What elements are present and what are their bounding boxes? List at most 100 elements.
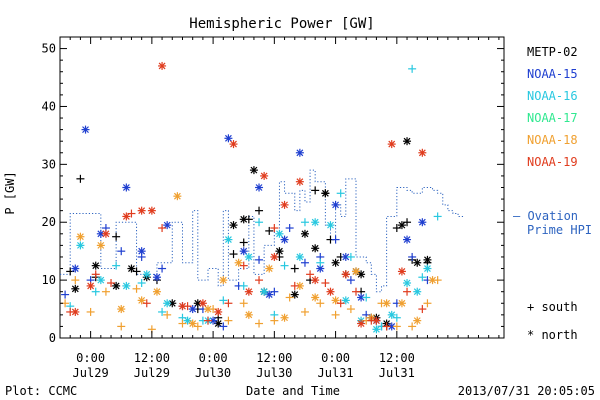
north-point [234,258,243,267]
north-point [265,264,274,273]
south-point [336,189,345,198]
south-point [418,305,427,314]
y-tick-label: 40 [42,99,56,113]
north-point [163,299,172,308]
north-point [331,296,340,305]
north-point [96,241,105,250]
x-tick-label: 0:00 [199,351,228,365]
north-point [224,235,233,244]
south-point [265,226,274,235]
footer-credit: Plot: CCMC [5,384,77,398]
north-point [239,247,248,256]
south-point [346,305,355,314]
south-point [255,276,264,285]
south-point [86,307,95,316]
north-point [142,270,151,279]
south-point [158,264,167,273]
north-point [397,221,406,230]
north-point [96,276,105,285]
x-tick-date-label: Jul29 [73,366,109,380]
x-tick-date-label: Jul29 [134,366,170,380]
y-tick-label: 10 [42,273,56,287]
south-point [101,287,110,296]
x-axis: 0:00Jul2912:00Jul290:00Jul3012:00Jul300:… [69,37,500,380]
south-point [255,218,264,227]
north-point [117,305,126,314]
north-point [341,252,350,261]
south-point [71,276,80,285]
north-point [413,287,422,296]
ovation-legend-line1: — Ovation [513,209,578,223]
north-point [127,264,136,273]
north-point [86,281,95,290]
south-point [239,238,248,247]
north-point [295,177,304,186]
south-point [331,235,340,244]
south-point [408,252,417,261]
north-point [423,264,432,273]
legend-entry: NOAA-16 [527,89,578,103]
south-point [163,310,172,319]
north-point [158,61,167,70]
south-point [433,212,442,221]
legend-entry: NOAA-19 [527,155,578,169]
north-point [331,200,340,209]
north-point [341,270,350,279]
north-point [71,307,80,316]
north-point [81,125,90,134]
south-point [112,261,121,270]
south-point [321,279,330,288]
north-point [71,264,80,273]
north-point [152,273,161,282]
north-point [372,325,381,334]
x-tick-label: 12:00 [134,351,170,365]
y-tick-label: 0 [49,331,56,345]
x-tick-label: 0:00 [76,351,105,365]
legend-entry: NOAA-18 [527,133,578,147]
south-point [331,310,340,319]
south-point [346,276,355,285]
south-point [285,293,294,302]
north-point [403,279,412,288]
x-tick-date-label: Jul30 [195,366,231,380]
north-point [137,247,146,256]
north-point [311,293,320,302]
south-point [316,299,325,308]
south-point [290,264,299,273]
north-point [178,302,187,311]
north-point [152,287,161,296]
south-point [392,322,401,331]
north-point [321,189,330,198]
south-point [290,281,299,290]
south-point [316,258,325,267]
north-point [188,319,197,328]
south-point [178,319,187,328]
north-point [290,290,299,299]
north-point [224,134,233,143]
south-point [255,319,264,328]
legend: METP-02 NOAA-15 NOAA-16 NOAA-17 NOAA-18 NOAA-… [527,45,578,169]
north-point [270,252,279,261]
north-point [244,310,253,319]
ovation-prime-hpi-line [60,169,464,293]
x-tick-date-label: Jul31 [318,366,354,380]
x-tick-date-label: Jul30 [256,366,292,380]
south-point [300,258,309,267]
south-point [158,307,167,316]
ovation-step-line [60,169,464,293]
south-point [239,261,248,270]
y-tick-label: 30 [42,157,56,171]
south-point [137,279,146,288]
north-point [423,255,432,264]
north-point [173,192,182,201]
north-point [163,221,172,230]
south-point [255,206,264,215]
north-point [311,244,320,253]
north-point [244,252,253,261]
south-point [229,250,238,259]
south-point [346,252,355,261]
north-point [122,212,131,221]
south-point [142,299,151,308]
north-point [244,287,253,296]
